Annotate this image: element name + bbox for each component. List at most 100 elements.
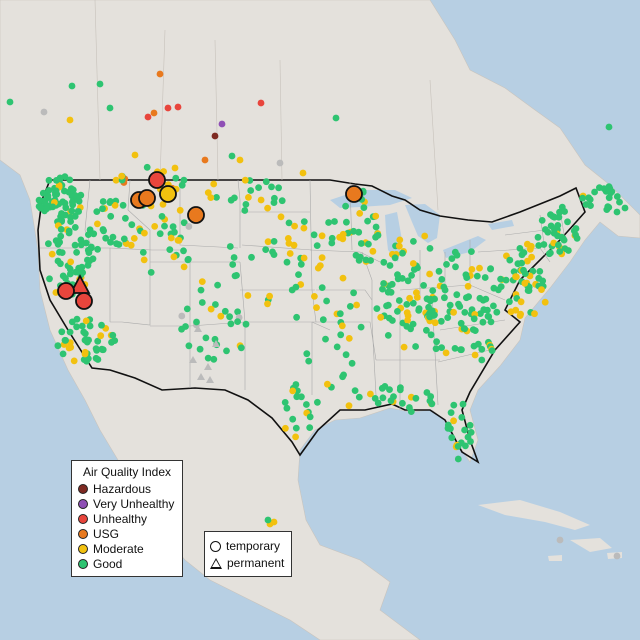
monitor-dot [264,204,271,212]
monitor-dot [535,242,543,249]
monitor-dot [270,251,278,258]
monitor-dot [350,289,357,297]
monitor-dot [478,356,486,364]
monitor-dot [342,351,350,359]
monitor-dot [264,516,272,524]
monitor-dot [448,255,456,262]
monitor-dot [202,334,210,342]
monitor-dot [521,270,529,277]
monitor-dot [542,226,549,233]
monitor-dot [183,305,191,313]
legend-item-very-unhealthy: Very Unhealthy [78,497,174,511]
monitor-dot [68,82,76,90]
monitor-dot [234,308,242,316]
monitor-dot [214,281,222,289]
monitor-dot [270,238,278,245]
monitor-dot [459,400,467,408]
monitor-dot [438,276,446,283]
monitor-dot [161,222,168,230]
monitor-dot [410,238,417,245]
monitor-dot [305,357,313,365]
monitor-dot [306,413,314,421]
monitor-dot [54,342,62,350]
monitor-dot [277,213,285,221]
monitor-dot [478,345,486,353]
monitor-dot [421,232,429,240]
monitor-dot [57,232,65,240]
monitor-dot [118,172,126,180]
monitor-dot [120,235,128,243]
monitor-dot [59,350,67,358]
monitor-dot [88,243,95,251]
monitor-dot [556,208,563,216]
monitor-dot [426,245,434,252]
monitor-dot [156,70,164,78]
monitor-dot [184,256,192,264]
monitor-dot [282,424,289,432]
monitor-dot [413,293,421,301]
monitor-dot [412,343,419,350]
monitor-dot [471,351,479,359]
monitor-dot [237,344,245,352]
monitor-dot [45,176,53,184]
monitor-dot [73,249,80,256]
monitor-dot [61,199,69,207]
monitor-dot [339,274,347,282]
monitor-dot [447,409,455,416]
monitor-dot [211,335,219,343]
monitor-dot [318,284,326,291]
province-lines [94,0,439,211]
monitor-dot [512,306,520,314]
monitor-dot [474,340,482,348]
monitor-dot [170,253,178,261]
monitor-dot [262,246,270,254]
monitor-dot [348,359,356,367]
monitor-dot [271,194,278,202]
usg-swatch-icon [78,529,88,539]
monitor-dot [62,275,69,282]
monitor-dot [66,270,74,278]
monitor-dot [427,393,435,400]
monitor-dot [257,99,265,107]
monitor-dot [490,284,498,292]
monitor-dot [242,201,250,208]
monitor-dot [338,322,346,330]
monitor-dot [406,294,413,302]
monitor-dot [71,241,79,249]
monitor-dot [364,217,371,225]
monitor-dot [257,196,265,204]
monitor-dot [207,305,215,313]
monitor-dot [141,229,148,237]
monitor-dot [551,226,558,233]
monitor-dot [82,336,90,344]
monitor-dot [400,343,408,351]
monitor-dot [111,337,119,344]
monitor-dot [538,286,545,293]
monitor-dot [464,282,472,290]
monitor-dot [212,301,219,308]
monitor-dot [245,194,252,201]
monitor-dot [457,319,465,327]
monitor-dot [70,357,78,365]
monitor-dot [52,187,60,195]
monitor-dot [394,271,401,278]
monitor-dot [65,344,73,352]
monitor-dot [193,318,200,326]
state-lines [40,179,566,410]
good-swatch-icon [78,559,88,569]
monitor-dot [323,297,330,305]
monitor-dot [450,401,458,409]
monitor-dot [404,277,412,285]
monitor-dot [289,387,297,395]
monitor-dot [151,223,159,230]
monitor-dot [40,108,48,116]
monitor-dot [468,266,476,273]
monitor-dot [355,256,363,264]
monitor-dot [143,163,151,171]
monitor-dot [182,323,189,330]
monitor-dot [429,287,437,294]
monitor-dot [426,270,433,278]
monitor-dot [450,417,457,425]
monitor-dot [380,258,388,266]
monitor-dot [396,236,404,244]
